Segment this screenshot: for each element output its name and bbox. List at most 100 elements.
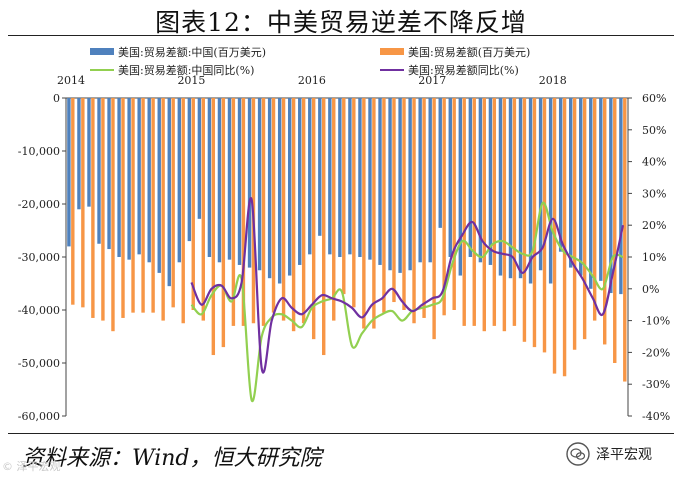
bar-china-deficit — [548, 98, 553, 284]
bar-total-deficit — [311, 98, 316, 340]
bar-total-deficit — [412, 98, 416, 324]
bar-china-deficit — [378, 98, 382, 265]
bar-total-deficit — [281, 98, 286, 321]
bar-total-deficit — [402, 98, 406, 310]
bar-china-deficit — [619, 98, 623, 295]
legend-label-china-deficit: 美国:贸易差额:中国(百万美元) — [118, 45, 266, 59]
bar-total-deficit — [352, 98, 356, 308]
right-tick-label: 0% — [642, 283, 659, 296]
bar-total-deficit — [301, 98, 306, 324]
right-tick-label: -10% — [642, 315, 670, 328]
bar-china-deficit — [478, 98, 483, 263]
bar-total-deficit — [442, 98, 446, 316]
bar-china-deficit — [609, 98, 613, 294]
bar-china-deficit — [87, 98, 91, 207]
bar-total-deficit — [452, 98, 456, 310]
right-tick-label: 50% — [642, 124, 666, 137]
source-note: 资料来源：Wind，恒大研究院 — [22, 446, 322, 471]
bar-total-deficit — [161, 98, 165, 321]
bar-china-deficit — [348, 98, 352, 255]
bar-china-deficit — [328, 98, 332, 255]
bar-total-deficit — [121, 98, 125, 318]
watermark: © 泽平宏观 — [2, 460, 61, 473]
right-tick-label: -30% — [642, 378, 670, 391]
bar-china-deficit — [318, 98, 322, 236]
bar-china-deficit — [157, 98, 161, 273]
bar-total-deficit — [532, 98, 537, 348]
bar-china-deficit — [458, 98, 463, 276]
bar-total-deficit — [382, 98, 386, 313]
bar-total-deficit — [131, 98, 135, 313]
bar-total-deficit — [111, 98, 115, 332]
bar-total-deficit — [241, 98, 246, 326]
bar-total-deficit — [603, 98, 607, 345]
bar-china-deficit — [568, 98, 573, 268]
left-tick-label: -20,000 — [18, 198, 60, 211]
bar-china-deficit — [137, 98, 141, 255]
legend-label-total-yoy: 美国:贸易差额同比(%) — [408, 63, 519, 77]
right-tick-label: -40% — [642, 410, 670, 423]
bar-series — [67, 98, 627, 382]
bar-total-deficit — [542, 98, 547, 353]
bar-china-deficit — [388, 98, 392, 271]
bar-china-deficit — [518, 98, 523, 279]
bar-total-deficit — [623, 98, 627, 382]
bar-total-deficit — [291, 98, 296, 332]
left-tick-label: -50,000 — [18, 357, 60, 370]
bar-total-deficit — [572, 98, 577, 350]
right-tick-label: 20% — [642, 219, 666, 232]
bar-china-deficit — [167, 98, 171, 287]
bar-china-deficit — [398, 98, 402, 273]
bar-total-deficit — [522, 98, 527, 342]
bar-total-deficit — [101, 98, 105, 321]
right-tick-label: 10% — [642, 251, 666, 264]
bar-china-deficit — [558, 98, 563, 252]
bar-total-deficit — [592, 98, 597, 321]
brand-badge: 泽平宏观 — [566, 442, 652, 466]
bar-china-deficit — [147, 98, 151, 263]
bar-china-deficit — [298, 98, 302, 265]
bar-total-deficit — [482, 98, 486, 332]
source-divider — [8, 433, 674, 434]
title-bar: 图表12：中美贸易逆差不降反增 — [0, 0, 682, 37]
bar-china-deficit — [77, 98, 81, 210]
bar-china-deficit — [67, 98, 71, 247]
year-label: 2016 — [298, 74, 326, 87]
bar-china-deficit — [247, 98, 252, 268]
year-label: 2014 — [57, 74, 85, 87]
bar-total-deficit — [512, 98, 517, 326]
legend-swatch-total-deficit — [380, 48, 404, 55]
tick-labels: 0 -10,000 -20,000 -30,000 -40,000 -50,000 -60,… — [18, 74, 670, 423]
bar-china-deficit — [338, 98, 342, 257]
bar-total-deficit — [502, 98, 507, 332]
bar-china-deficit — [217, 98, 222, 263]
bar-total-deficit — [171, 98, 175, 308]
brand-name: 泽平宏观 — [596, 447, 652, 463]
bar-total-deficit — [342, 98, 346, 295]
line-total-yoy — [190, 196, 625, 374]
bar-total-deficit — [582, 98, 587, 340]
bar-china-deficit — [177, 98, 182, 263]
right-tick-label: 30% — [642, 187, 666, 200]
bar-china-deficit — [197, 98, 202, 219]
bar-total-deficit — [492, 98, 497, 326]
bar-china-deficit — [127, 98, 131, 260]
bar-total-deficit — [613, 98, 617, 363]
bar-total-deficit — [392, 98, 396, 303]
bar-total-deficit — [211, 98, 216, 356]
bar-china-deficit — [488, 98, 493, 265]
left-tick-label: 0 — [53, 92, 60, 105]
bar-total-deficit — [322, 98, 326, 356]
page-title: 图表12：中美贸易逆差不降反增 — [155, 8, 527, 37]
year-label: 2015 — [177, 74, 205, 87]
bar-total-deficit — [422, 98, 426, 318]
bar-total-deficit — [71, 98, 75, 305]
bar-china-deficit — [589, 98, 593, 289]
right-tick-label: 60% — [642, 92, 666, 105]
bar-china-deficit — [408, 98, 412, 271]
chart-legend: 美国:贸易差额:中国(百万美元) 美国:贸易差额(百万美元) 美国:贸易差额:中… — [90, 45, 530, 77]
left-tick-label: -10,000 — [18, 145, 60, 158]
chart: 美国:贸易差额:中国(百万美元) 美国:贸易差额(百万美元) 美国:贸易差额:中… — [18, 45, 670, 423]
bar-total-deficit — [221, 98, 226, 348]
bar-total-deficit — [372, 98, 376, 329]
